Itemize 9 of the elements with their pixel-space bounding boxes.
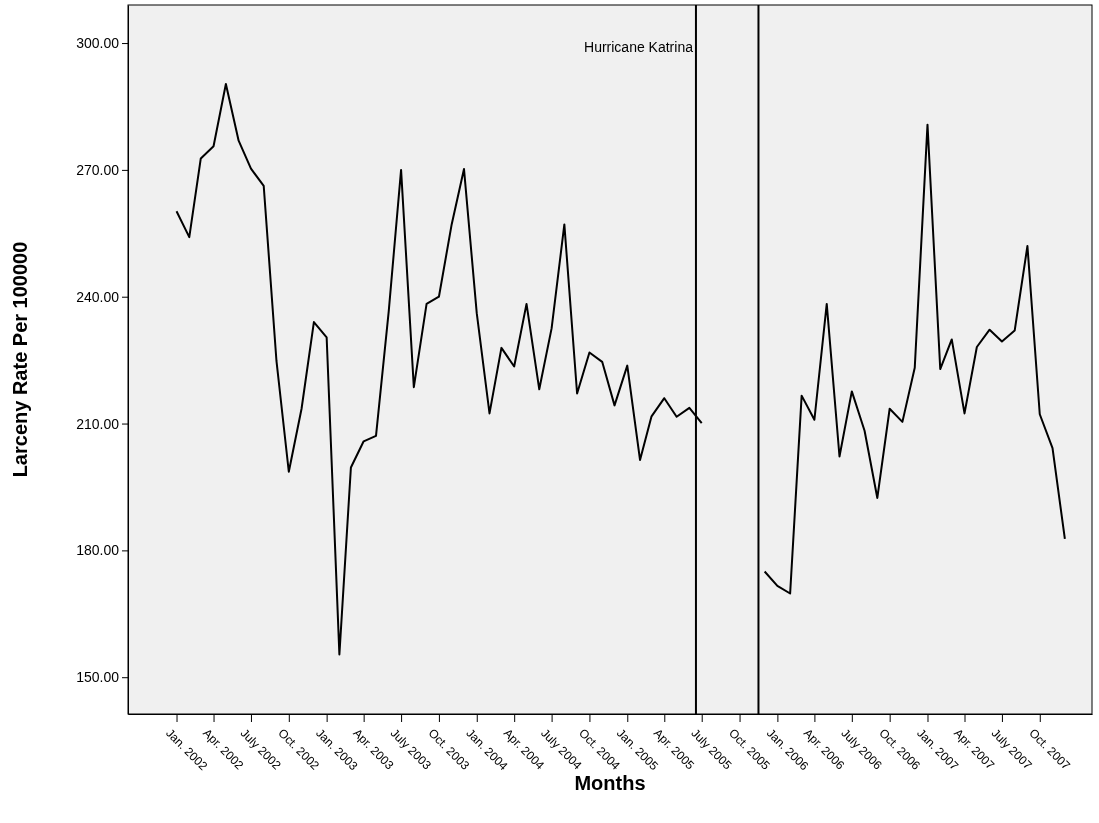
- y-axis-title: Larceny Rate Per 100000: [9, 241, 31, 478]
- y-tick-label: 210.00: [76, 415, 120, 432]
- y-tick-label: 270.00: [76, 161, 120, 178]
- x-axis-title: Months: [574, 772, 646, 794]
- y-tick-label: 180.00: [76, 542, 120, 559]
- y-tick-label: 150.00: [76, 669, 120, 686]
- ref-line-label: Hurricane Katrina: [584, 39, 694, 55]
- y-tick-label: 240.00: [76, 288, 120, 305]
- y-tick-label: 300.00: [76, 35, 120, 52]
